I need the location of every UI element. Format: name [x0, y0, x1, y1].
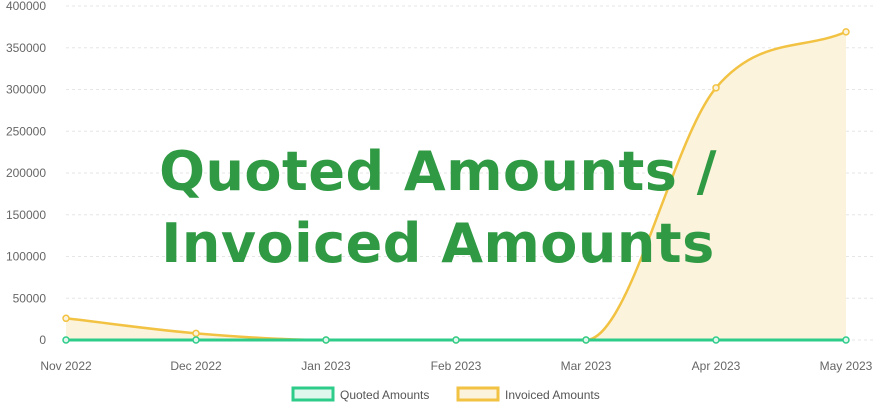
x-tick-label: Nov 2022 [40, 359, 92, 373]
data-point-invoiced[interactable] [62, 314, 70, 323]
y-tick-label: 50000 [13, 291, 47, 305]
data-point-quoted[interactable] [712, 336, 720, 344]
y-tick-label: 0 [39, 333, 46, 347]
y-tick-label: 300000 [6, 83, 46, 97]
legend: Quoted Amounts Invoiced Amounts [291, 386, 600, 402]
y-tick-label: 100000 [6, 250, 46, 264]
legend-swatch-invoiced[interactable] [456, 386, 500, 402]
y-tick-label: 250000 [6, 124, 46, 138]
data-point-invoiced[interactable] [712, 84, 720, 92]
overlay-title: Quoted Amounts / Invoiced Amounts [159, 140, 717, 275]
data-point-quoted[interactable] [192, 336, 200, 344]
data-point-invoiced[interactable] [192, 329, 200, 338]
data-point-quoted[interactable] [582, 336, 590, 344]
legend-swatch-quoted[interactable] [291, 386, 335, 402]
legend-label-quoted[interactable]: Quoted Amounts [340, 388, 429, 402]
x-tick-label: Dec 2022 [170, 359, 222, 373]
y-tick-label: 350000 [6, 41, 46, 55]
data-point-quoted[interactable] [62, 336, 70, 344]
series-areas [66, 31, 846, 340]
x-axis-ticks: Nov 2022 Dec 2022 Jan 2023 Feb 2023 Mar 2023… [40, 359, 872, 373]
y-tick-label: 150000 [6, 208, 46, 222]
data-point-invoiced[interactable] [842, 28, 850, 36]
data-point-quoted[interactable] [842, 336, 850, 344]
y-tick-label: 400000 [6, 0, 46, 13]
grid-lines [66, 5, 874, 341]
x-tick-label: Feb 2023 [431, 359, 482, 373]
x-tick-label: Apr 2023 [692, 359, 741, 373]
x-tick-label: Mar 2023 [561, 359, 612, 373]
data-point-quoted[interactable] [322, 336, 330, 344]
overlay-title-line2: Invoiced Amounts [161, 212, 714, 275]
y-tick-label: 200000 [6, 166, 46, 180]
x-tick-label: May 2023 [820, 359, 873, 373]
y-axis-ticks: 0 50000 100000 150000 200000 250000 300000 3500… [6, 0, 46, 347]
overlay-title-line1: Quoted Amounts / [159, 140, 717, 203]
series-area-invoiced [66, 31, 846, 340]
legend-label-invoiced[interactable]: Invoiced Amounts [505, 388, 600, 402]
data-points [62, 28, 850, 344]
data-point-quoted[interactable] [452, 336, 460, 344]
x-tick-label: Jan 2023 [301, 359, 351, 373]
